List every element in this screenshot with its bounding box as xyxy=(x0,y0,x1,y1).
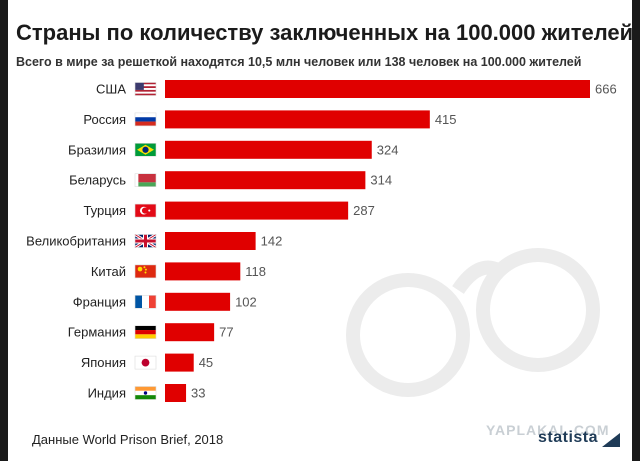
value-label: 45 xyxy=(199,355,213,370)
chart-card: Страны по количеству заключенных на 100.… xyxy=(8,0,632,461)
category-label: США xyxy=(96,82,126,97)
germany-flag-icon xyxy=(134,325,157,340)
category-label: Беларусь xyxy=(69,173,126,188)
bar xyxy=(165,80,590,98)
brazil-flag-icon xyxy=(134,143,157,157)
value-label: 102 xyxy=(235,294,257,309)
value-label: 33 xyxy=(191,386,205,401)
category-label: Индия xyxy=(88,386,126,401)
bar xyxy=(165,171,366,190)
value-label: 118 xyxy=(245,264,266,279)
value-label: 287 xyxy=(353,203,375,218)
category-label: Франция xyxy=(73,294,126,309)
category-label: Германия xyxy=(68,325,126,340)
watermark: YAPLAKAL.COM xyxy=(486,422,610,438)
russia-flag-icon xyxy=(134,112,157,127)
handcuffs-icon xyxy=(346,248,600,397)
bar xyxy=(165,292,231,311)
bar xyxy=(165,262,241,281)
india-flag-icon xyxy=(134,386,157,400)
turkey-flag-icon xyxy=(134,203,157,218)
bar xyxy=(165,323,215,342)
chart-subtitle: Всего в мире за решеткой находятся 10,5 … xyxy=(16,55,582,69)
value-label: 415 xyxy=(435,112,457,127)
uk-flag-icon xyxy=(134,233,157,249)
japan-flag-icon xyxy=(134,355,157,370)
statista-logo: statista xyxy=(538,429,599,446)
value-label: 77 xyxy=(219,325,233,340)
bar xyxy=(165,232,256,250)
chart-title: Страны по количеству заключенных на 100.… xyxy=(16,20,632,45)
belarus-flag-icon xyxy=(134,173,157,187)
france-flag-icon xyxy=(134,294,157,309)
category-label: Турция xyxy=(83,203,126,218)
bar-chart: США 666 Россия 415 Бразилия 324 Беларусь 314 Тур… xyxy=(26,80,617,402)
source-note: Данные World Prison Brief, 2018 xyxy=(32,432,224,447)
china-flag-icon xyxy=(134,264,157,279)
us-flag-icon xyxy=(134,82,157,96)
category-label: Россия xyxy=(83,112,126,127)
value-label: 324 xyxy=(377,142,399,157)
bar xyxy=(165,140,372,159)
category-label: Великобритания xyxy=(26,234,126,249)
bar xyxy=(165,353,194,372)
bar xyxy=(165,201,349,220)
category-label: Китай xyxy=(91,264,126,279)
value-label: 142 xyxy=(261,234,283,249)
category-label: Япония xyxy=(81,355,126,370)
bar xyxy=(165,384,187,402)
value-label: 666 xyxy=(595,82,617,97)
bar xyxy=(165,110,430,129)
category-label: Бразилия xyxy=(68,142,126,157)
value-label: 314 xyxy=(370,173,392,188)
